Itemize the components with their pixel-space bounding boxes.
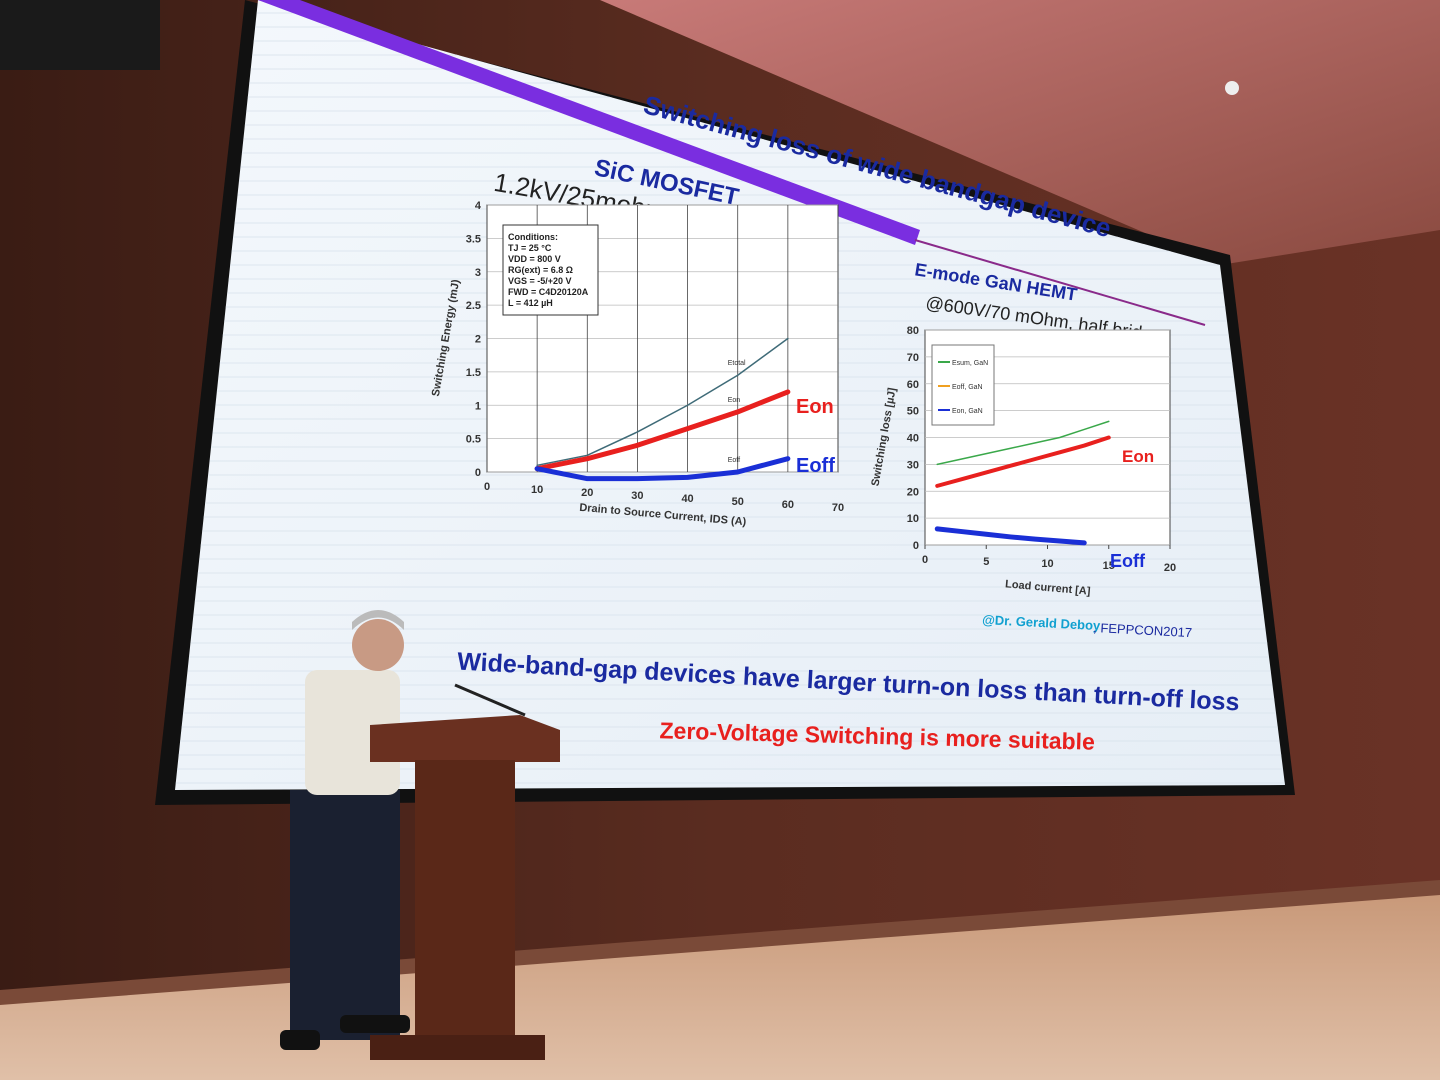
x-tick-label: 60 bbox=[782, 499, 794, 511]
y-tick-label: 50 bbox=[907, 406, 919, 418]
curve-label: Eoff bbox=[728, 457, 740, 464]
x-tick-label: 10 bbox=[531, 484, 543, 496]
y-tick-label: 0 bbox=[475, 467, 481, 479]
x-tick-label: 15 bbox=[1103, 560, 1115, 572]
y-tick-label: 30 bbox=[907, 459, 919, 471]
x-tick-label: 40 bbox=[681, 493, 693, 505]
y-tick-label: 70 bbox=[907, 352, 919, 364]
x-tick-label: 0 bbox=[484, 481, 490, 493]
series-line bbox=[536, 337, 789, 467]
y-tick-label: 1.5 bbox=[466, 367, 481, 379]
y-tick-label: 20 bbox=[907, 486, 919, 498]
ceiling bbox=[600, 0, 1440, 265]
conditions-box bbox=[502, 224, 599, 316]
series-line bbox=[534, 389, 791, 472]
slide: Switching loss of wide bandgap device Si… bbox=[430, 89, 1240, 754]
credit-event: , FEPPCON2017 bbox=[1093, 620, 1193, 640]
x-tick-label: 10 bbox=[1041, 558, 1053, 570]
legend-label: Eoff, GaN bbox=[952, 384, 983, 391]
x-tick-label: 0 bbox=[922, 554, 928, 566]
x-tick-label: 30 bbox=[631, 490, 643, 502]
x-tick-label: 5 bbox=[983, 556, 989, 568]
y-tick-label: 80 bbox=[907, 325, 919, 337]
x-tick-label: 20 bbox=[581, 487, 593, 499]
condition: VDD = 800 V bbox=[508, 254, 561, 264]
y-tick-label: 4 bbox=[475, 200, 482, 212]
condition: L = 412 µH bbox=[508, 298, 553, 308]
y-tick-label: 60 bbox=[907, 379, 919, 391]
x-tick-label: 20 bbox=[1164, 562, 1176, 574]
condition: TJ = 25 °C bbox=[508, 243, 552, 253]
podium bbox=[370, 683, 560, 1060]
x-tick-label: 70 bbox=[832, 502, 844, 514]
y-tick-label: 40 bbox=[907, 433, 919, 445]
ceiling-light bbox=[1225, 81, 1239, 95]
condition: FWD = C4D20120A bbox=[508, 287, 589, 297]
speaker-box bbox=[0, 0, 160, 70]
title-bar bbox=[258, 0, 920, 245]
curve-label: Etotal bbox=[728, 360, 746, 367]
curve-label: Eon bbox=[728, 397, 741, 404]
annotation: Eoff bbox=[796, 455, 835, 477]
y-tick-label: 2.5 bbox=[466, 300, 481, 312]
legend-label: Esum, GaN bbox=[952, 360, 988, 367]
condition: Conditions: bbox=[508, 232, 558, 242]
x-tick-label: 50 bbox=[732, 496, 744, 508]
y-tick-label: 0.5 bbox=[466, 434, 481, 446]
speaker bbox=[280, 610, 410, 1050]
condition: RG(ext) = 6.8 Ω bbox=[508, 265, 573, 275]
title-rule bbox=[914, 239, 1206, 326]
series-line bbox=[936, 420, 1110, 466]
annotation: Eon bbox=[1122, 447, 1154, 466]
legend-label: Eon, GaN bbox=[952, 408, 983, 415]
credit-name: @Dr. Gerald Deboy bbox=[982, 612, 1102, 633]
condition: VGS = -5/+20 V bbox=[508, 276, 572, 286]
annotation: Eon bbox=[796, 396, 834, 418]
y-tick-label: 1 bbox=[475, 400, 481, 412]
annotation: Eoff bbox=[1110, 551, 1146, 571]
y-tick-label: 10 bbox=[907, 513, 919, 525]
series-line bbox=[934, 526, 1087, 546]
series-line bbox=[534, 456, 791, 482]
y-tick-label: 3.5 bbox=[466, 233, 481, 245]
series-line bbox=[935, 435, 1111, 488]
y-tick-label: 3 bbox=[475, 267, 481, 279]
y-tick-label: 2 bbox=[475, 334, 481, 346]
y-tick-label: 0 bbox=[913, 540, 919, 552]
